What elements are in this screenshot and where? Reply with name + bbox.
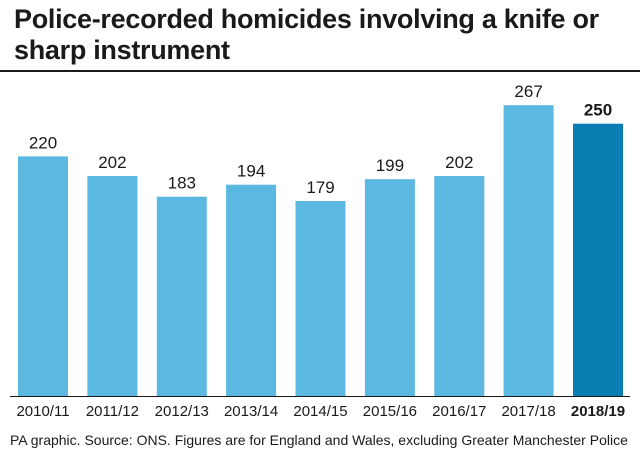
title-divider (0, 70, 640, 72)
source-note: PA graphic. Source: ONS. Figures are for… (10, 432, 628, 448)
data-label-2010-11: 220 (29, 133, 57, 152)
x-tick-label-2016-17: 2016/17 (432, 403, 486, 420)
x-tick-label-2018-19: 2018/19 (571, 403, 625, 420)
x-tick-label-2017-18: 2017/18 (501, 403, 555, 420)
bar-2011-12 (87, 176, 138, 396)
x-tick-label-2011-12: 2011/12 (86, 403, 139, 420)
bar-2018-19 (573, 123, 623, 396)
bar-2010-11 (18, 156, 68, 396)
bar-2017-18 (503, 105, 554, 396)
x-tick-label-2010-11: 2010/11 (16, 403, 69, 420)
bar-2015-16 (364, 179, 415, 396)
bar-2013-14 (226, 184, 277, 396)
x-tick-label-2013-14: 2013/14 (224, 403, 278, 420)
data-label-2011-12: 202 (98, 153, 126, 172)
data-label-2018-19: 250 (584, 101, 612, 120)
bar-2016-17 (434, 176, 485, 396)
x-tick-label-2012-13: 2012/13 (155, 403, 209, 420)
bar-2012-13 (156, 196, 207, 396)
bar-2014-15 (295, 201, 346, 396)
data-label-2017-18: 267 (514, 82, 542, 101)
x-tick-label-2015-16: 2015/16 (363, 403, 417, 420)
x-tick-label-2014-15: 2014/15 (293, 403, 347, 420)
data-label-2014-15: 179 (306, 178, 334, 197)
data-label-2012-13: 183 (168, 174, 196, 193)
data-label-2015-16: 199 (376, 156, 404, 175)
chart-title: Police-recorded homicides involving a kn… (14, 4, 599, 65)
data-label-2016-17: 202 (445, 153, 473, 172)
data-label-2013-14: 194 (237, 162, 265, 181)
